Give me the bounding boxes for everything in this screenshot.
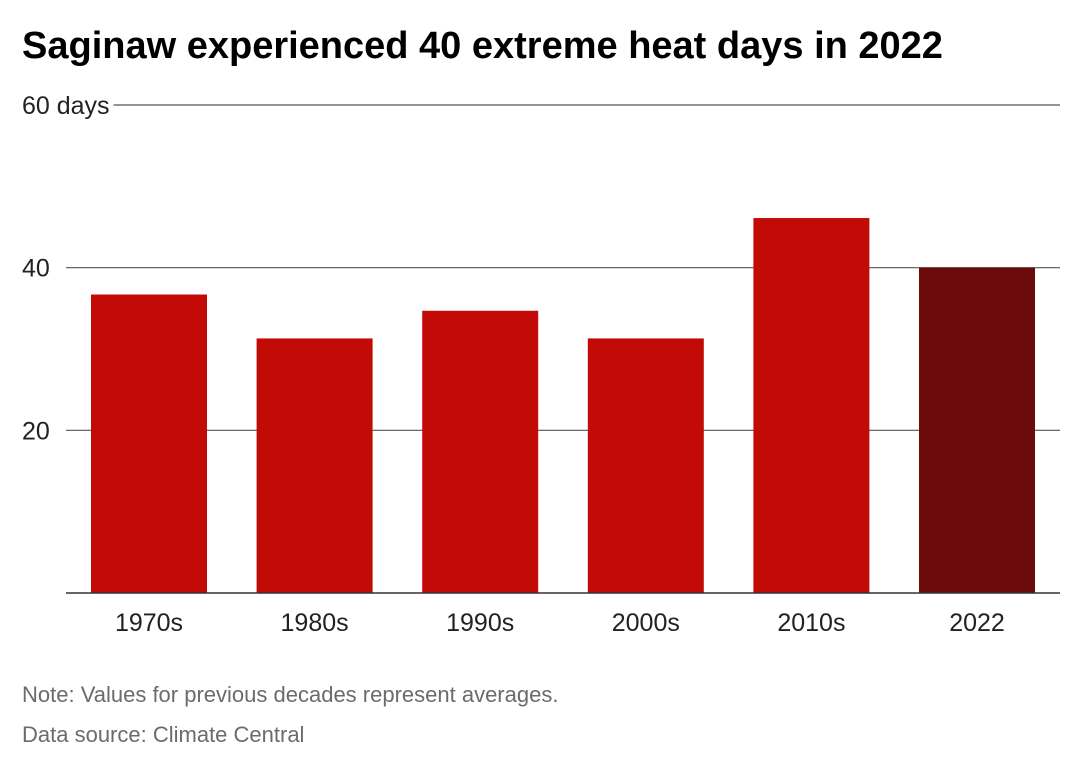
bar-1980s — [256, 338, 373, 593]
x-tick-label: 1980s — [281, 609, 349, 637]
y-tick-label: 60 days — [22, 92, 110, 120]
bar-2022 — [919, 267, 1035, 593]
chart-title: Saginaw experienced 40 extreme heat days… — [22, 25, 943, 67]
x-tick-label: 2010s — [777, 609, 845, 637]
bar-2010s — [753, 218, 870, 593]
bar-2000s — [587, 338, 704, 593]
chart-note: Note: Values for previous decades repres… — [22, 682, 559, 707]
labels: 20 40 60 days 1970s 1980s 1990s 2000s 2010s 2022 — [22, 92, 1005, 637]
bar-1970s — [91, 294, 207, 593]
bar-1990s — [422, 310, 539, 593]
bars — [91, 218, 1035, 593]
x-tick-label: 2000s — [612, 609, 680, 637]
x-tick-label: 2022 — [949, 609, 1005, 637]
data-source: Data source: Climate Central — [22, 722, 305, 747]
y-tick-label: 40 — [22, 255, 50, 283]
gridlines — [66, 104, 1060, 431]
x-tick-label: 1990s — [446, 609, 514, 637]
y-tick-label: 20 — [22, 417, 50, 445]
x-tick-label: 1970s — [115, 609, 183, 637]
